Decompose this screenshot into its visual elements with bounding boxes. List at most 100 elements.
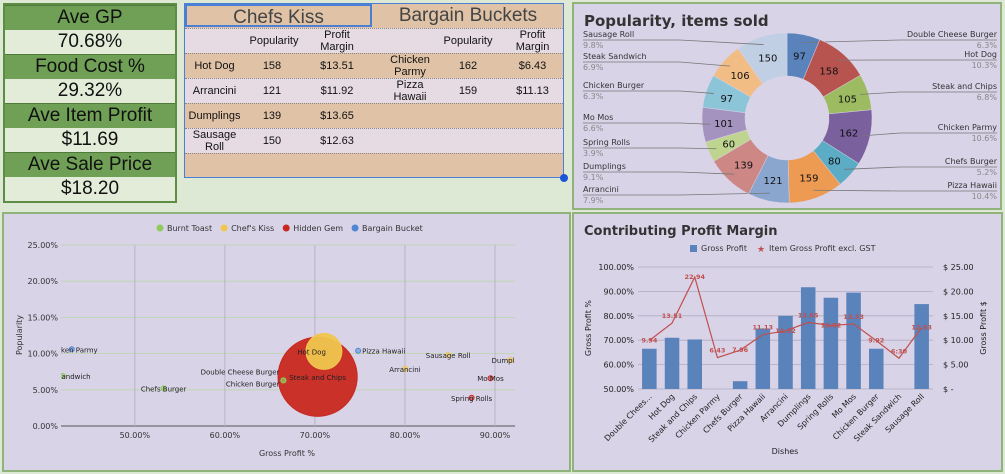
scatter-points: Chicken Parmy Steak Sandwich Chefs Burger D…: [35, 332, 515, 417]
x-tick-label: 80.00%: [390, 431, 421, 440]
legend-marker: [351, 224, 359, 232]
y-tick-label: 80.00%: [603, 312, 634, 321]
slice-percent-label: 6.9%: [583, 63, 604, 72]
slice-percent-label: 3.9%: [583, 149, 604, 158]
kpi-panel: Ave GP 70.68% Food Cost % 29.32% Ave Ite…: [3, 3, 177, 203]
cell-margin: $13.65: [320, 110, 354, 122]
leader-line: [583, 147, 717, 150]
leader-line: [861, 132, 997, 137]
slice-percent-label: 5.2%: [977, 168, 998, 177]
line-data-label: 13.02: [821, 321, 842, 329]
cell-margin: $11.92: [320, 85, 354, 97]
table-row: Arrancini 121 $11.92 Pizza Hawaii 159 $1…: [185, 78, 563, 103]
slice-name-label: Arrancini: [583, 185, 619, 194]
cell-popularity: 158: [262, 60, 282, 72]
star-icon: ★: [757, 245, 765, 255]
slice-value-label: 80: [828, 156, 841, 167]
cell-popularity: 121: [262, 85, 282, 97]
legend-label: Item Gross Profit excl. GST: [769, 244, 876, 253]
x-tick-label: 90.00%: [480, 431, 511, 440]
scatter-point: [61, 373, 66, 380]
point-label: Hot Dog: [297, 348, 326, 356]
bar: [914, 304, 929, 389]
x-tick-label: 70.00%: [300, 431, 331, 440]
point-label: Mo Mos: [477, 375, 504, 383]
kpi-label: Ave Sale Price: [5, 152, 175, 177]
legend-label: Chef's Kiss: [231, 224, 274, 233]
scatter-point: [487, 375, 494, 382]
bar: [664, 337, 680, 389]
point-label: Steak Sandwich: [35, 373, 91, 381]
point-label: Spring Rolls: [451, 395, 493, 403]
y-axis-title: Popularity: [15, 315, 24, 355]
line-data-label: 13.33: [843, 313, 864, 321]
line-data-label: 9.94: [641, 336, 658, 344]
cell-popularity: 139: [262, 110, 282, 122]
y-tick-label: 50.00%: [603, 385, 634, 394]
line-data-label: 13.65: [798, 311, 819, 319]
point-label: Sausage Roll: [426, 352, 471, 360]
legend-label: Bargain Bucket: [362, 224, 423, 233]
y-tick-label: 90.00%: [603, 287, 634, 296]
y-axis-title: Gross Profit %: [584, 300, 593, 356]
slice-value-label: 158: [819, 66, 838, 77]
slice-name-label: Double Cheese Burger: [907, 30, 998, 39]
group-header-bargain-buckets[interactable]: Bargain Buckets: [398, 5, 538, 26]
cell-popularity: 162: [458, 60, 478, 72]
scatter-point: [305, 332, 343, 370]
leader-line: [583, 61, 731, 67]
slice-value-label: 159: [799, 174, 818, 185]
y2-tick-label: $ -: [943, 385, 954, 394]
y2-tick-label: $ 15.00: [943, 312, 974, 321]
y-tick-label: 25.00%: [27, 241, 58, 250]
leader-line: [860, 91, 997, 95]
slice-percent-label: 9.1%: [583, 173, 604, 182]
y-tick-label: 20.00%: [27, 277, 58, 286]
point-label: Chicken Parmy: [46, 346, 98, 354]
y2-tick-label: $ 10.00: [943, 336, 974, 345]
y-tick-label: 70.00%: [603, 336, 634, 345]
legend-marker: [220, 224, 228, 232]
leader-line: [583, 192, 771, 196]
leader-line: [844, 166, 997, 170]
y2-tick-label: $ 25.00: [943, 263, 974, 272]
donut-slice: [737, 32, 788, 85]
point-label: Chicken Burger: [226, 380, 280, 388]
slice-value-label: 105: [838, 95, 857, 106]
x-tick-label: 50.00%: [120, 431, 151, 440]
kpi-value: 29.32%: [5, 79, 175, 103]
chart-title: Popularity, items sold: [584, 12, 769, 30]
bar: [846, 292, 861, 389]
slice-name-label: Steak Sandwich: [583, 52, 647, 61]
x-tick-label: Double Chees...: [603, 392, 654, 443]
x-axis-title: Dishes: [772, 447, 799, 456]
table-row: Dumplings 139 $13.65: [185, 103, 563, 128]
slice-value-label: 139: [734, 160, 753, 171]
legend-marker: [690, 245, 697, 252]
column-header: Popularity: [249, 35, 299, 47]
bar: [869, 348, 884, 389]
slice-value-label: 106: [731, 71, 750, 82]
slice-percent-label: 9.8%: [583, 41, 604, 50]
slice-percent-label: 6.6%: [583, 124, 604, 133]
bar: [732, 381, 748, 389]
cell-margin: $11.13: [516, 85, 549, 97]
slice-name-label: Chicken Parmy: [938, 123, 997, 132]
legend-label: Gross Profit: [701, 244, 747, 253]
column-header-row: Popularity Profit Margin Popularity Prof…: [185, 28, 563, 53]
scatter-point: [445, 352, 452, 359]
resize-handle[interactable]: [560, 174, 568, 182]
slice-percent-label: 6.8%: [977, 93, 998, 102]
line-data-label: 6.43: [709, 347, 725, 355]
cell-dish: Dumplings: [188, 110, 241, 122]
menu-matrix-table[interactable]: Chefs Kiss Bargain Buckets Popularity Pr…: [184, 3, 568, 182]
slice-value-label: 101: [714, 119, 733, 130]
slice-percent-label: 7.9%: [583, 196, 604, 205]
slice-percent-label: 10.6%: [972, 134, 998, 143]
leader-line: [583, 39, 764, 45]
group-header-chefs-kiss[interactable]: Chefs Kiss: [185, 4, 372, 28]
bar: [823, 297, 839, 389]
legend-label: Hidden Gem: [293, 224, 343, 233]
slice-percent-label: 10.4%: [972, 192, 998, 201]
slice-value-label: 97: [793, 52, 806, 63]
